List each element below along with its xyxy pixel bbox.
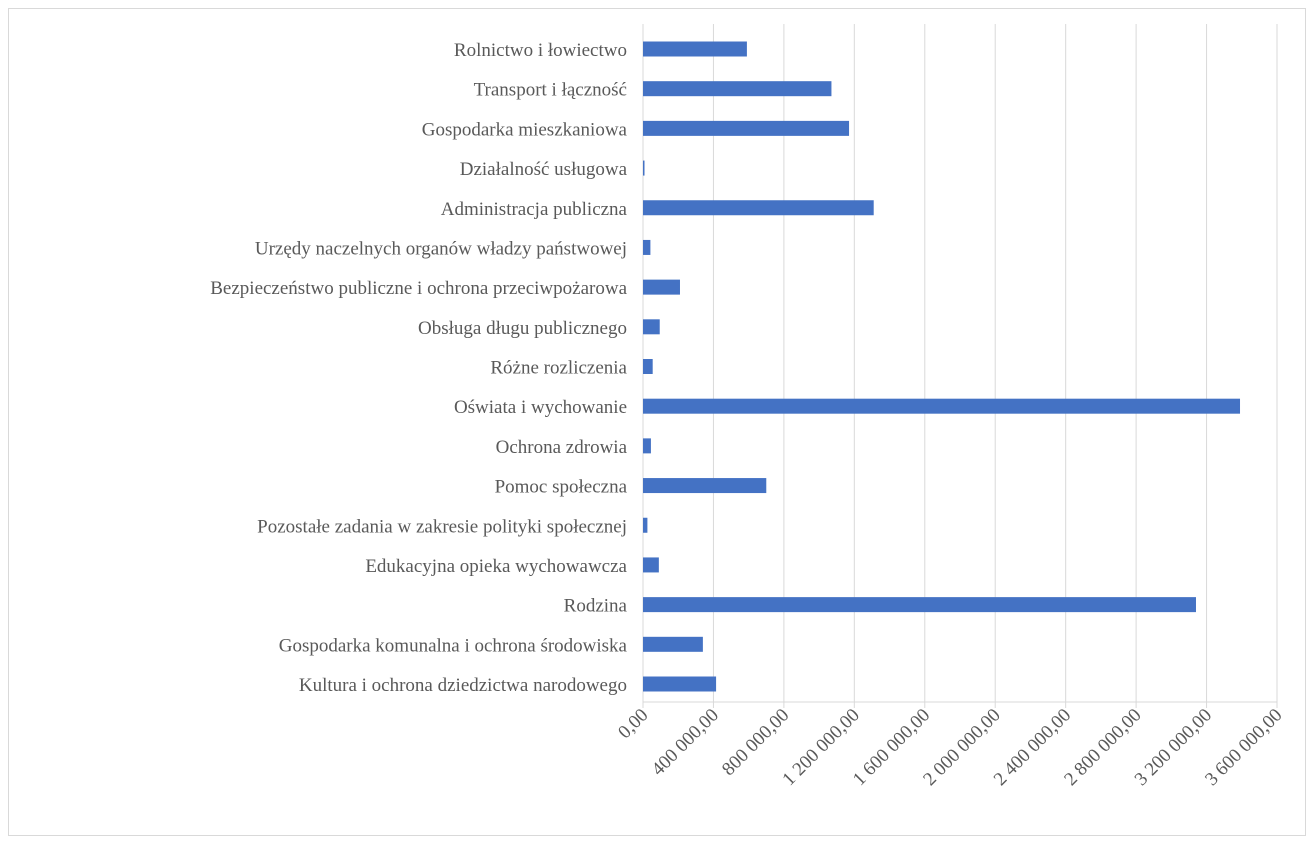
bar — [643, 478, 767, 494]
category-label: Rodzina — [564, 596, 628, 617]
category-label: Gospodarka mieszkaniowa — [422, 119, 628, 140]
category-label: Edukacyjna opieka wychowawcza — [365, 556, 627, 577]
category-label: Rolnictwo i łowiectwo — [454, 40, 627, 61]
category-label: Obsługa długu publicznego — [418, 318, 627, 339]
bar-chart: Rolnictwo i łowiectwo Transport i łącznoś… — [210, 24, 1287, 790]
category-label: Gospodarka komunalna i ochrona środowisk… — [279, 635, 628, 656]
bar — [643, 398, 1241, 414]
bar — [643, 200, 874, 216]
bar — [643, 636, 703, 652]
category-label: Pomoc społeczna — [495, 477, 628, 498]
category-label: Administracja publiczna — [441, 199, 628, 220]
bar — [643, 517, 648, 533]
bar — [643, 81, 832, 97]
x-tick-label: 800 000,00 — [718, 705, 793, 780]
category-label: Oświata i wychowanie — [454, 397, 627, 418]
category-label: Bezpieczeństwo publiczne i ochrona przec… — [210, 278, 627, 299]
bar — [643, 239, 651, 255]
bar — [643, 438, 651, 454]
category-label: Działalność usługowa — [460, 159, 628, 180]
bar — [643, 676, 717, 692]
bar — [643, 319, 660, 335]
category-label: Różne rozliczenia — [490, 358, 627, 379]
bar — [643, 120, 850, 136]
bar — [643, 597, 1196, 613]
bar — [643, 557, 659, 573]
category-label: Kultura i ochrona dziedzictwa narodowego — [299, 675, 627, 696]
category-label: Ochrona zdrowia — [496, 437, 628, 458]
x-tick-label: 0,00 — [614, 705, 652, 743]
bar-layer — [643, 41, 1241, 692]
category-label: Urzędy naczelnych organów władzy państwo… — [255, 238, 627, 259]
chart-frame: Rolnictwo i łowiectwo Transport i łącznoś… — [8, 8, 1306, 836]
x-tick-label: 400 000,00 — [648, 705, 723, 780]
bar — [643, 160, 645, 176]
bar — [643, 359, 653, 374]
category-label: Transport i łączność — [474, 80, 627, 101]
category-label: Pozostałe zadania w zakresie polityki sp… — [257, 516, 627, 537]
grid-layer — [642, 24, 1278, 708]
bar — [643, 41, 747, 57]
category-labels: Rolnictwo i łowiectwo Transport i łącznoś… — [210, 40, 627, 696]
bar — [643, 279, 680, 295]
